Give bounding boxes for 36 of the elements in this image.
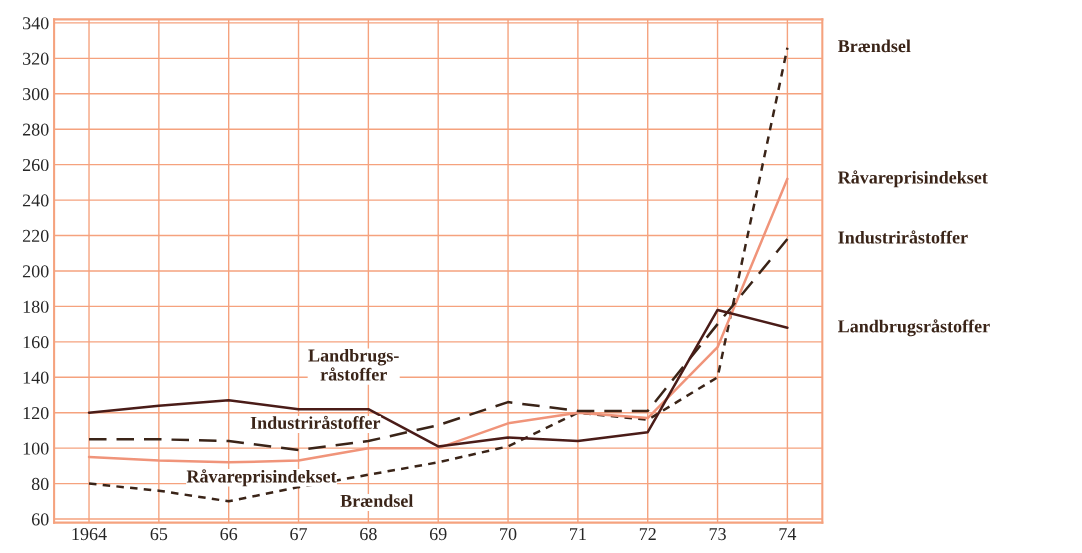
y-tick-label: 60 (31, 513, 49, 526)
text: Råvareprisindekset (837, 170, 988, 188)
x-tick-label: 73 (709, 528, 726, 541)
x-tick-label: 71 (570, 528, 586, 540)
y-tick-label: 200 (22, 265, 49, 278)
y-tick-label: 240 (22, 194, 49, 207)
text: Landbrugsråstoffer (837, 319, 990, 337)
x-tick-label: 74 (779, 528, 797, 540)
y-tick-label: 220 (22, 229, 49, 242)
x-tick-label: 1964 (72, 528, 107, 541)
x-tick-label: 70 (500, 527, 517, 541)
text: Industriråstoffer (838, 230, 968, 244)
y-tick-label: 340 (23, 17, 49, 30)
x-tick-label: 66 (220, 528, 238, 541)
y-tick-label: 180 (23, 300, 49, 313)
line-series (87, 177, 789, 464)
y-tick-label: 140 (23, 371, 49, 384)
y-tick-label: 80 (31, 477, 49, 491)
y-tick-label: 100 (23, 442, 49, 455)
annotation: Industriråstoffer (250, 415, 381, 430)
x-tick-label: 68 (360, 527, 377, 541)
text: Brændsel (837, 39, 911, 53)
x-tick-label: 67 (290, 528, 308, 541)
y-tick-label: 120 (23, 406, 49, 420)
annotation: Landbrugs- råstoffer (308, 348, 399, 381)
annotation: Råvareprisindekset (186, 469, 337, 487)
y-tick-label: 160 (23, 336, 49, 349)
y-tick-label: 260 (22, 158, 49, 172)
y-tick-label: 320 (23, 52, 49, 65)
x-tick-label: 69 (429, 528, 447, 541)
x-tick-label: 65 (150, 528, 168, 541)
annotation: Brændsel (340, 494, 414, 507)
y-tick-label: 300 (23, 88, 49, 101)
y-tick-label: 280 (22, 123, 49, 136)
x-tick-label: 72 (639, 528, 656, 540)
line-series (87, 308, 789, 448)
